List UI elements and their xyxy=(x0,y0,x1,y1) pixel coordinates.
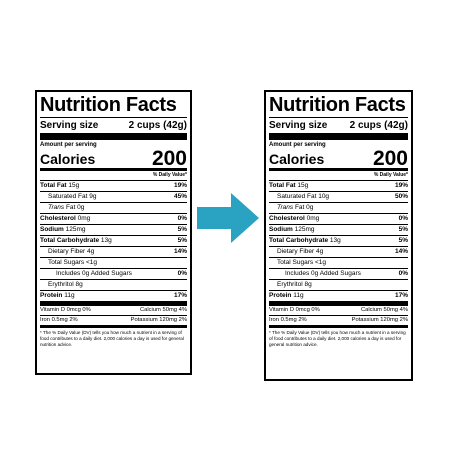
nutrient-row-added-sugars: Includes 0g Added Sugars 0% xyxy=(269,268,408,279)
serving-size-label: Serving size xyxy=(269,120,328,131)
nutrient-row-total-carbohydrate: Total Carbohydrate 13g 5% xyxy=(40,235,187,244)
amount-per-serving: Amount per serving xyxy=(40,142,97,148)
nutrient-row-total-fat: Total Fat 15g 19% xyxy=(269,180,408,189)
serving-size-label: Serving size xyxy=(40,120,99,131)
nutrient-row-sodium: Sodium 125mg 5% xyxy=(40,224,187,233)
nutrient-row-total-sugars: Total Sugars <1g xyxy=(40,257,187,268)
serving-size-row: Serving size 2 cups (42g) xyxy=(40,118,187,133)
nutrition-label-original: Nutrition Facts Serving size 2 cups (42g… xyxy=(35,90,192,375)
arrow-right-icon xyxy=(197,193,259,243)
nutrient-row-sodium: Sodium 125mg 5% xyxy=(269,224,408,233)
nutrient-row-trans-fat: Trans Fat 0g xyxy=(40,202,187,213)
vitamin-row: Iron 0.5mg 2% Potassium 120mg 2% xyxy=(40,315,187,323)
amount-per-serving: Amount per serving xyxy=(269,142,326,148)
calories-row: Calories 200 xyxy=(40,147,187,170)
vitamin-row: Vitamin D 0mcg 0% Calcium 50mg 4% xyxy=(269,301,408,315)
nutrient-row-protein: Protein 11g 17% xyxy=(40,290,187,299)
nutrient-row-added-sugars: Includes 0g Added Sugars 0% xyxy=(40,268,187,279)
label-title: Nutrition Facts xyxy=(269,94,406,116)
nutrient-row-dietary-fiber: Dietary Fiber 4g 14% xyxy=(40,246,187,257)
dv-footnote: * The % Daily Value (DV) tells you how m… xyxy=(40,325,187,348)
serving-size-row: Serving size 2 cups (42g) xyxy=(269,118,408,133)
vitamin-row: Iron 0.5mg 2% Potassium 120mg 2% xyxy=(269,315,408,323)
nutrient-row-cholesterol: Cholesterol 0mg 0% xyxy=(269,213,408,222)
calories-value: 200 xyxy=(151,147,187,170)
dv-header: % Daily Value* xyxy=(152,172,187,178)
serving-size-value: 2 cups (42g) xyxy=(349,120,408,131)
nutrient-row-total-fat: Total Fat 15g 19% xyxy=(40,180,187,189)
serving-size-value: 2 cups (42g) xyxy=(128,120,187,131)
nutrient-row-total-carbohydrate: Total Carbohydrate 13g 5% xyxy=(269,235,408,244)
calories-value: 200 xyxy=(372,147,408,170)
calories-label: Calories xyxy=(269,151,325,167)
dv-footnote: * The % Daily Value (DV) tells you how m… xyxy=(269,325,408,348)
nutrient-row-trans-fat: Trans Fat 0g xyxy=(269,202,408,213)
nutrient-row-erythritol: Erythritol 8g xyxy=(269,279,408,290)
arrow-shape xyxy=(197,193,259,243)
nutrient-row-saturated-fat: Saturated Fat 9g 45% xyxy=(40,191,187,202)
nutrient-row-total-sugars: Total Sugars <1g xyxy=(269,257,408,268)
nutrient-row-erythritol: Erythritol 8g xyxy=(40,279,187,290)
calories-row: Calories 200 xyxy=(269,147,408,170)
nutrient-row-cholesterol: Cholesterol 0mg 0% xyxy=(40,213,187,222)
calories-label: Calories xyxy=(40,151,96,167)
nutrition-label-updated: Nutrition Facts Serving size 2 cups (42g… xyxy=(264,90,413,381)
nutrient-row-saturated-fat: Saturated Fat 10g 50% xyxy=(269,191,408,202)
nutrient-row-protein: Protein 11g 17% xyxy=(269,290,408,299)
nutrient-row-dietary-fiber: Dietary Fiber 4g 14% xyxy=(269,246,408,257)
dv-header: % Daily Value* xyxy=(373,172,408,178)
label-title: Nutrition Facts xyxy=(40,94,177,116)
vitamin-row: Vitamin D 0mcg 0% Calcium 50mg 4% xyxy=(40,301,187,315)
